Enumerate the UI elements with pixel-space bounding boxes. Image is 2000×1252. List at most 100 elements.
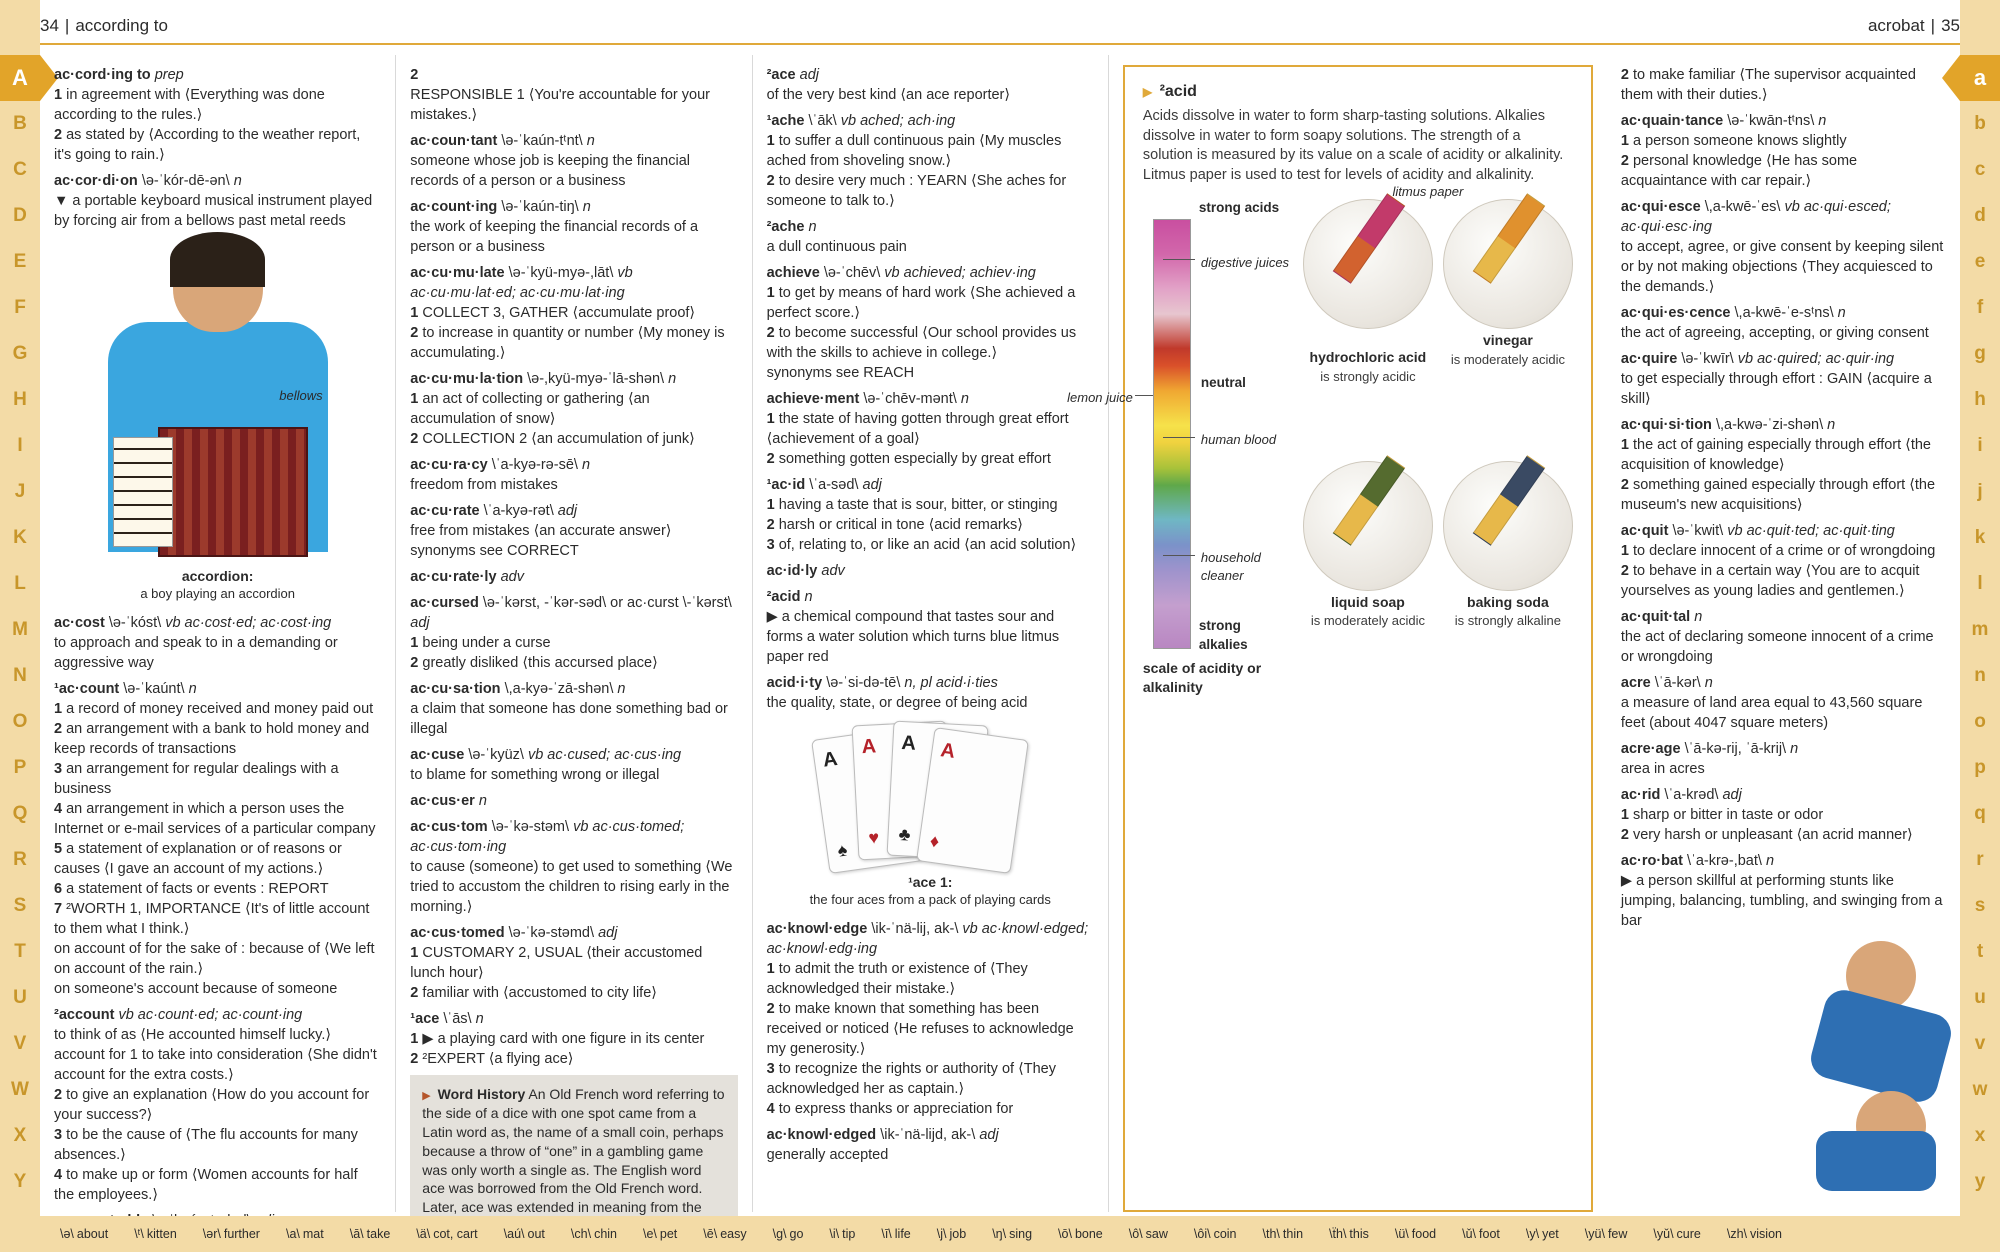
- alphabet-tab-t[interactable]: t: [1960, 929, 2000, 975]
- alphabet-tab-e[interactable]: E: [0, 239, 40, 285]
- headword: ac·cu·mu·late: [410, 265, 504, 281]
- part-of-speech: n: [234, 173, 242, 189]
- alphabet-tab-y[interactable]: Y: [0, 1159, 40, 1205]
- pronunciation-symbol: \ôi\: [1194, 1227, 1211, 1241]
- pronunciation: \ˈa-krə-,bat\: [1687, 853, 1762, 869]
- entry-body: someone whose job is keeping the financi…: [410, 151, 737, 191]
- petri-dish-icon: [1303, 461, 1433, 591]
- alphabet-tab-p[interactable]: P: [0, 745, 40, 791]
- headword: acid·i·ty: [767, 675, 823, 691]
- entry-headword-line: ¹ace \ˈās\ n: [410, 1009, 737, 1029]
- entry-body: 1 COLLECT 3, GATHER ⟨accumulate proof⟩ 2 …: [410, 303, 737, 363]
- alphabet-tab-x[interactable]: X: [0, 1113, 40, 1159]
- alphabet-tab-g[interactable]: g: [1960, 331, 2000, 377]
- entry-headword-line: ac·id·ly adv: [767, 561, 1094, 581]
- alphabet-tab-f[interactable]: f: [1960, 285, 2000, 331]
- alphabet-tab-e[interactable]: e: [1960, 239, 2000, 285]
- alphabet-tab-n[interactable]: n: [1960, 653, 2000, 699]
- alphabet-tab-k[interactable]: K: [0, 515, 40, 561]
- alphabet-tab-f[interactable]: F: [0, 285, 40, 331]
- alphabet-tab-g[interactable]: G: [0, 331, 40, 377]
- alphabet-tab-m[interactable]: m: [1960, 607, 2000, 653]
- pronunciation-key-item-18: \th\ thin: [1263, 1227, 1304, 1241]
- part-of-speech: n: [189, 681, 197, 697]
- boy-playing-accordion-illustration: bellows: [103, 237, 333, 567]
- accordion-figure: bellows accordion: a boy playing an acco…: [54, 237, 381, 603]
- alphabet-tab-q[interactable]: Q: [0, 791, 40, 837]
- part-of-speech: n: [804, 589, 812, 605]
- alphabet-tab-k[interactable]: k: [1960, 515, 2000, 561]
- plate-liquid-soap: liquid soap is moderately acidic: [1303, 461, 1433, 696]
- alphabet-tab-a[interactable]: a: [1960, 55, 2000, 101]
- alphabet-tab-a[interactable]: A: [0, 55, 40, 101]
- headword: ²account: [54, 1007, 114, 1023]
- alphabet-tab-r[interactable]: R: [0, 837, 40, 883]
- alphabet-tab-v[interactable]: V: [0, 1021, 40, 1067]
- alphabet-tab-v[interactable]: v: [1960, 1021, 2000, 1067]
- alphabet-tab-n[interactable]: N: [0, 653, 40, 699]
- entry-headword-line: ac·quain·tance \ə-ˈkwān-tᵗns\ n: [1621, 111, 1946, 131]
- plate-2-name: liquid soap: [1303, 593, 1433, 612]
- alphabet-tab-l[interactable]: L: [0, 561, 40, 607]
- entry-headword-line: ac·quit·tal n: [1621, 607, 1946, 627]
- alphabet-tab-x[interactable]: x: [1960, 1113, 2000, 1159]
- alphabet-tab-m[interactable]: M: [0, 607, 40, 653]
- alphabet-tab-u[interactable]: U: [0, 975, 40, 1021]
- alphabet-tab-w[interactable]: w: [1960, 1067, 2000, 1113]
- dictionary-entry: ac·cu·ra·cy \ˈa-kyə-rə-sē\ n freedom fro…: [410, 455, 737, 495]
- entry-body: 1 to suffer a dull continuous pain ⟨My m…: [767, 131, 1094, 211]
- dictionary-entry: ac·cu·mu·la·tion \ə-,kyü-myə-ˈlā-shən\ n…: [410, 369, 737, 449]
- pronunciation-symbol: \ᵗ\: [134, 1227, 144, 1241]
- entry-body: a dull continuous pain: [767, 237, 1094, 257]
- alphabet-tab-h[interactable]: h: [1960, 377, 2000, 423]
- part-of-speech: prep: [155, 67, 184, 83]
- alphabet-tab-j[interactable]: j: [1960, 469, 2000, 515]
- alphabet-tab-l[interactable]: l: [1960, 561, 2000, 607]
- dictionary-entry: ac·cu·mu·late \ə-ˈkyü-myə-,lāt\ vb ac·cu…: [410, 263, 737, 363]
- acid-panel-title: ▶ ²acid: [1143, 81, 1573, 103]
- pronunciation: \,a-kwē-ˈe-sᵗns\: [1735, 305, 1834, 321]
- alphabet-tab-c[interactable]: c: [1960, 147, 2000, 193]
- alphabet-tab-i[interactable]: I: [0, 423, 40, 469]
- alphabet-tab-h[interactable]: H: [0, 377, 40, 423]
- pronunciation-key-item-9: \ē\ easy: [703, 1227, 746, 1241]
- alphabet-tab-i[interactable]: i: [1960, 423, 2000, 469]
- pronunciation-example-word: sing: [1009, 1227, 1032, 1241]
- pronunciation-example-word: easy: [720, 1227, 746, 1241]
- pronunciation-key-item-6: \aú\ out: [504, 1227, 545, 1241]
- alphabet-tab-s[interactable]: s: [1960, 883, 2000, 929]
- part-of-speech: n: [809, 219, 817, 235]
- pronunciation: \ə-ˈkyüz\: [468, 747, 524, 763]
- alphabet-tab-o[interactable]: o: [1960, 699, 2000, 745]
- alphabet-tab-y[interactable]: y: [1960, 1159, 2000, 1205]
- alphabet-tab-d[interactable]: d: [1960, 193, 2000, 239]
- alphabet-tab-q[interactable]: q: [1960, 791, 2000, 837]
- alphabet-tab-c[interactable]: C: [0, 147, 40, 193]
- alphabet-tab-d[interactable]: D: [0, 193, 40, 239]
- entry-body: generally accepted: [767, 1145, 1094, 1165]
- part-of-speech: n: [479, 793, 487, 809]
- alphabet-tab-b[interactable]: b: [1960, 101, 2000, 147]
- pronunciation-symbol: \th\: [1263, 1227, 1280, 1241]
- alphabet-tab-u[interactable]: u: [1960, 975, 2000, 1021]
- entry-body: to think of as ⟨He accounted himself luc…: [54, 1025, 381, 1205]
- pronunciation: \ˈās\: [443, 1011, 471, 1027]
- left-alphabet-tabs: ABCDEFGHIJKLMNOPQRSTUVWXYZ: [0, 55, 40, 1251]
- entry-headword-line: ac·cursed \ə-ˈkərst, -ˈkər-səd\ or ac·cu…: [410, 593, 737, 633]
- pronunciation: \ə-ˈkwān-tᵗns\: [1727, 113, 1814, 129]
- alphabet-tab-t[interactable]: T: [0, 929, 40, 975]
- alphabet-tab-w[interactable]: W: [0, 1067, 40, 1113]
- alphabet-tab-r[interactable]: r: [1960, 837, 2000, 883]
- alphabet-tab-j[interactable]: J: [0, 469, 40, 515]
- alphabet-tab-s[interactable]: S: [0, 883, 40, 929]
- entry-headword-line: ¹ac·count \ə-ˈkaúnt\ n: [54, 679, 381, 699]
- headword: ¹ac·count: [54, 681, 119, 697]
- pronunciation-symbol: \ŋ\: [992, 1227, 1006, 1241]
- alphabet-tab-o[interactable]: O: [0, 699, 40, 745]
- dictionary-entry: ac·rid \ˈa-krəd\ adj 1 sharp or bitter i…: [1621, 785, 1946, 845]
- alphabet-tab-p[interactable]: p: [1960, 745, 2000, 791]
- alphabet-tab-b[interactable]: B: [0, 101, 40, 147]
- entry-body: 2 to make familiar ⟨The supervisor acqua…: [1621, 65, 1946, 105]
- headword: achieve: [767, 265, 820, 281]
- pronunciation: \ə-ˈkóst\: [109, 615, 161, 631]
